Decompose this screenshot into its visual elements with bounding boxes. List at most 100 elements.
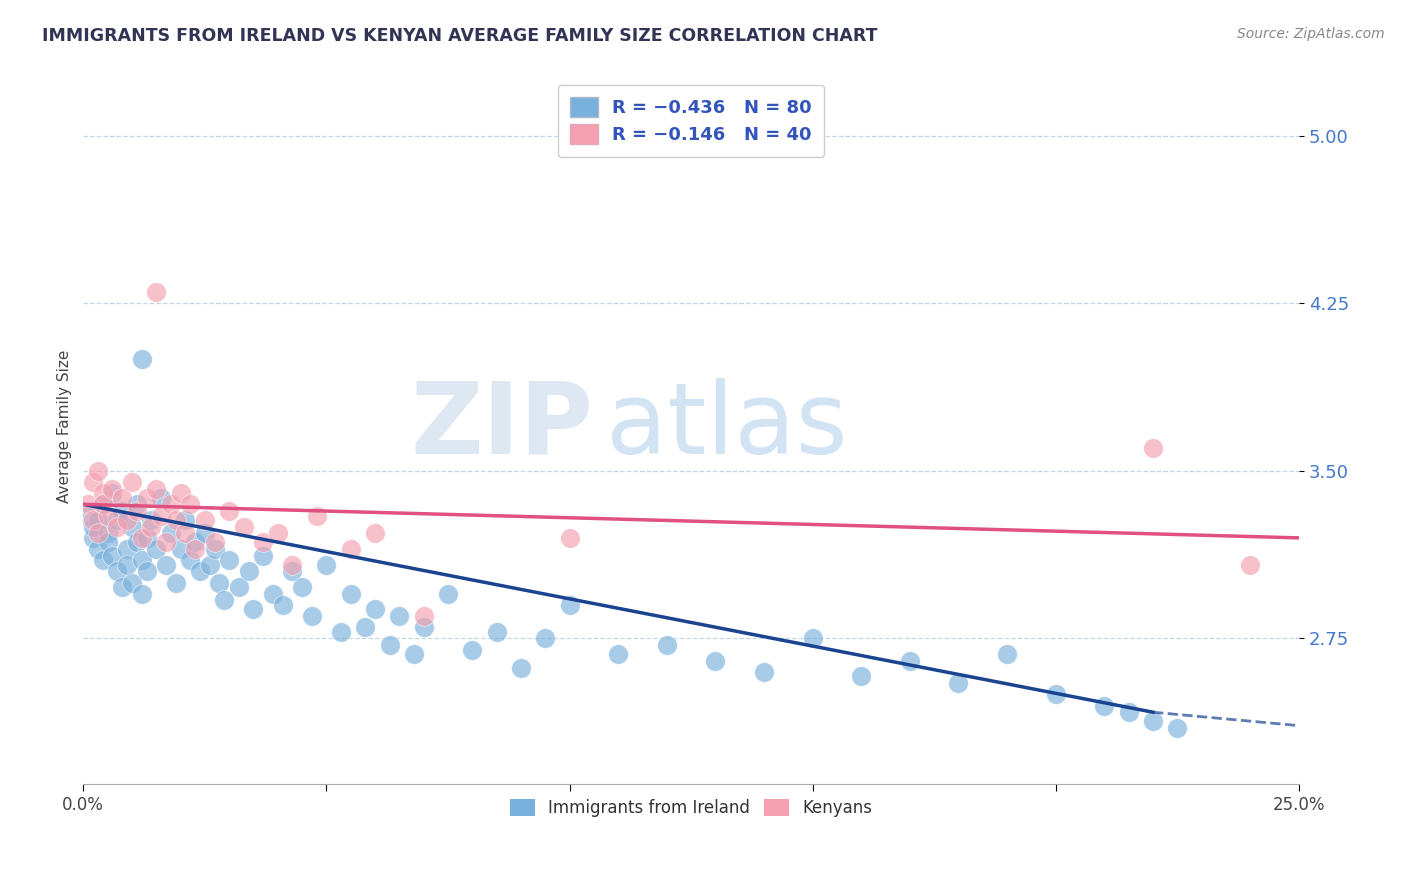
Point <box>194 526 217 541</box>
Point <box>315 558 337 572</box>
Point <box>97 535 120 549</box>
Point <box>232 519 254 533</box>
Text: atlas: atlas <box>606 377 848 475</box>
Point <box>204 535 226 549</box>
Point <box>301 609 323 624</box>
Point <box>1092 698 1115 713</box>
Point <box>184 535 207 549</box>
Point <box>179 497 201 511</box>
Point <box>655 638 678 652</box>
Point <box>402 647 425 661</box>
Point <box>1142 442 1164 456</box>
Y-axis label: Average Family Size: Average Family Size <box>58 350 72 503</box>
Point <box>111 580 134 594</box>
Point <box>188 565 211 579</box>
Point <box>91 497 114 511</box>
Point <box>364 526 387 541</box>
Point <box>412 620 434 634</box>
Point <box>125 497 148 511</box>
Point <box>91 553 114 567</box>
Point <box>509 660 531 674</box>
Point <box>121 519 143 533</box>
Point <box>208 575 231 590</box>
Point <box>752 665 775 679</box>
Point <box>252 535 274 549</box>
Point <box>1166 721 1188 735</box>
Point <box>1142 714 1164 728</box>
Point <box>101 549 124 563</box>
Point <box>242 602 264 616</box>
Point <box>145 542 167 557</box>
Point <box>214 593 236 607</box>
Point <box>281 565 304 579</box>
Legend: Immigrants from Ireland, Kenyans: Immigrants from Ireland, Kenyans <box>502 790 880 825</box>
Point <box>145 285 167 299</box>
Point <box>77 508 100 523</box>
Point <box>141 519 163 533</box>
Point <box>111 504 134 518</box>
Point <box>115 558 138 572</box>
Point <box>165 575 187 590</box>
Point <box>354 620 377 634</box>
Point <box>105 513 128 527</box>
Point <box>145 482 167 496</box>
Point <box>558 598 581 612</box>
Point <box>948 676 970 690</box>
Point <box>851 669 873 683</box>
Point <box>339 542 361 557</box>
Point <box>97 526 120 541</box>
Point <box>204 542 226 557</box>
Point <box>1239 558 1261 572</box>
Point <box>412 609 434 624</box>
Point <box>105 519 128 533</box>
Point <box>169 542 191 557</box>
Point <box>115 513 138 527</box>
Point <box>262 587 284 601</box>
Point <box>91 497 114 511</box>
Point <box>271 598 294 612</box>
Point <box>1045 687 1067 701</box>
Point <box>87 464 110 478</box>
Point <box>131 553 153 567</box>
Point <box>291 580 314 594</box>
Point <box>101 482 124 496</box>
Point <box>388 609 411 624</box>
Point <box>82 531 104 545</box>
Point <box>995 647 1018 661</box>
Text: IMMIGRANTS FROM IRELAND VS KENYAN AVERAGE FAMILY SIZE CORRELATION CHART: IMMIGRANTS FROM IRELAND VS KENYAN AVERAG… <box>42 27 877 45</box>
Point <box>82 519 104 533</box>
Point <box>87 513 110 527</box>
Point <box>135 491 157 505</box>
Point <box>281 558 304 572</box>
Point <box>87 526 110 541</box>
Point <box>82 513 104 527</box>
Point <box>97 508 120 523</box>
Point <box>267 526 290 541</box>
Point <box>801 632 824 646</box>
Point <box>82 475 104 489</box>
Point <box>165 513 187 527</box>
Point <box>121 575 143 590</box>
Point <box>305 508 328 523</box>
Point <box>228 580 250 594</box>
Point <box>184 542 207 557</box>
Point <box>174 526 197 541</box>
Point <box>461 642 484 657</box>
Point <box>87 542 110 557</box>
Point <box>91 486 114 500</box>
Point <box>125 535 148 549</box>
Point <box>364 602 387 616</box>
Point <box>252 549 274 563</box>
Point <box>534 632 557 646</box>
Point <box>898 654 921 668</box>
Point <box>339 587 361 601</box>
Point <box>150 491 173 505</box>
Point <box>558 531 581 545</box>
Point <box>218 553 240 567</box>
Point <box>131 587 153 601</box>
Point <box>330 624 353 639</box>
Point <box>121 475 143 489</box>
Point <box>131 352 153 367</box>
Point <box>131 531 153 545</box>
Point <box>105 565 128 579</box>
